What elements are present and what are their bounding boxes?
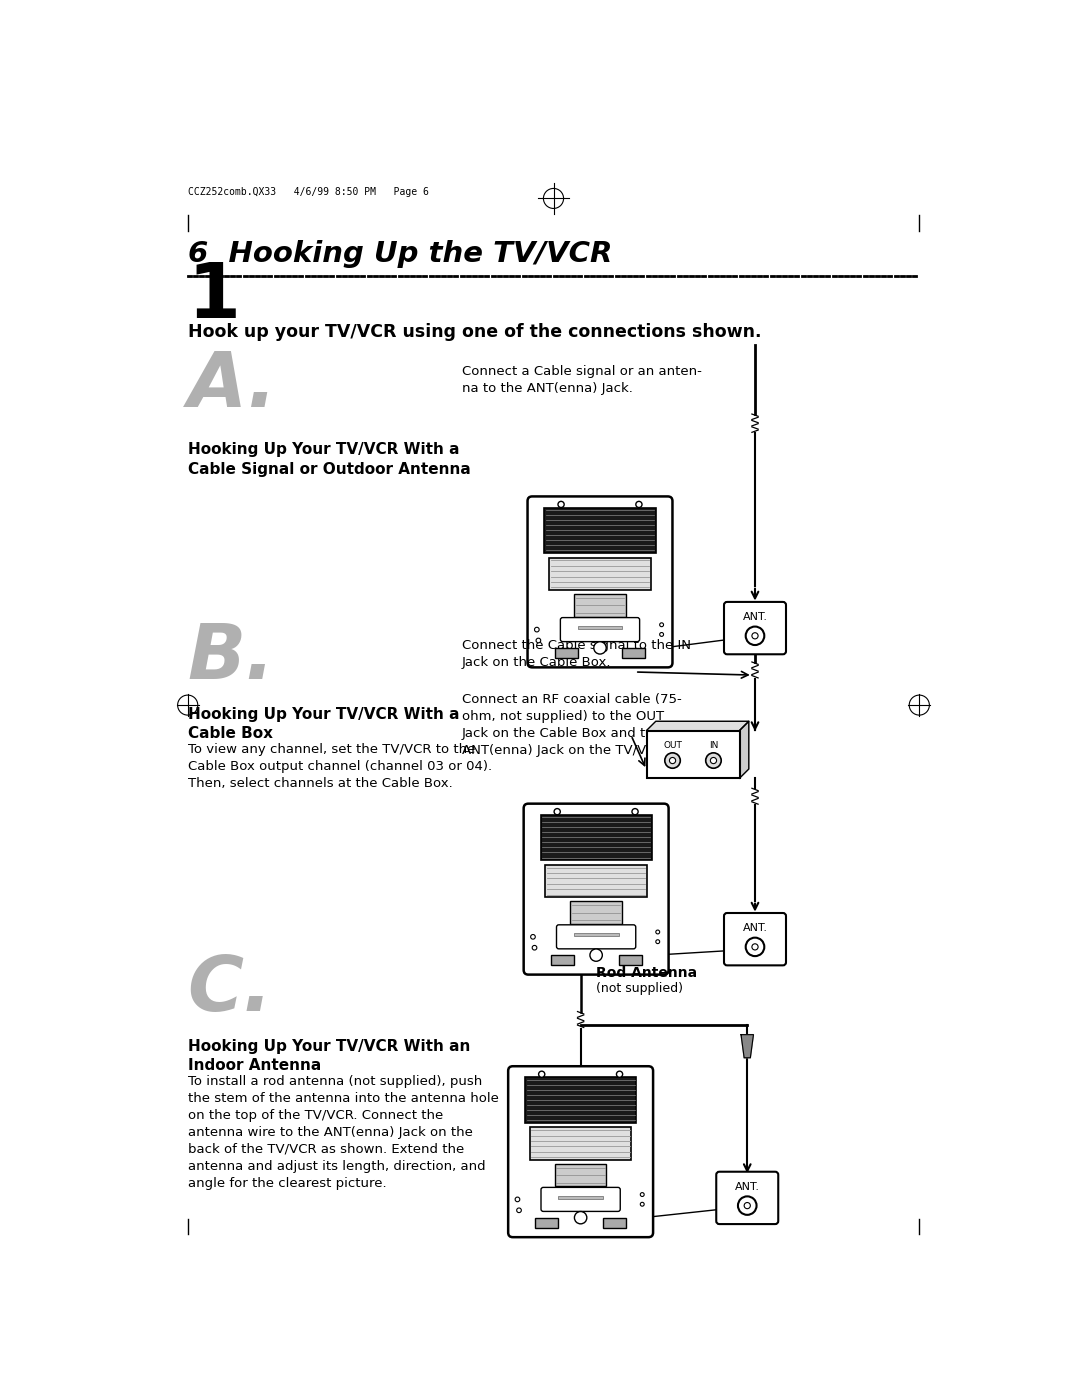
FancyBboxPatch shape <box>561 617 639 641</box>
Circle shape <box>660 623 663 627</box>
Polygon shape <box>741 1035 754 1058</box>
Text: A.: A. <box>188 348 278 422</box>
Bar <box>549 557 651 590</box>
Circle shape <box>516 1208 522 1213</box>
Text: Connect the Cable signal to the IN
Jack on the Cable Box.: Connect the Cable signal to the IN Jack … <box>462 638 691 669</box>
Bar <box>525 1077 636 1123</box>
Circle shape <box>515 1197 519 1201</box>
Text: Connect an RF coaxial cable (75-
ohm, not supplied) to the OUT
Jack on the Cable: Connect an RF coaxial cable (75- ohm, no… <box>462 693 681 757</box>
FancyBboxPatch shape <box>541 1187 620 1211</box>
Bar <box>536 1218 558 1228</box>
Bar <box>544 507 656 553</box>
FancyBboxPatch shape <box>724 602 786 654</box>
Circle shape <box>656 940 660 943</box>
Bar <box>570 901 622 923</box>
Circle shape <box>535 627 539 631</box>
Text: C.: C. <box>188 953 272 1027</box>
Text: Hook up your TV/VCR using one of the connections shown.: Hook up your TV/VCR using one of the con… <box>188 323 761 341</box>
FancyBboxPatch shape <box>527 496 673 668</box>
Text: To view any channel, set the TV/VCR to the
Cable Box output channel (channel 03 : To view any channel, set the TV/VCR to t… <box>188 743 491 789</box>
Circle shape <box>745 937 765 956</box>
FancyBboxPatch shape <box>556 925 636 949</box>
Text: IN: IN <box>708 740 718 750</box>
Bar <box>555 1164 606 1186</box>
Circle shape <box>738 1196 757 1215</box>
Bar <box>647 731 740 778</box>
Circle shape <box>656 930 660 935</box>
Text: ANT.: ANT. <box>734 1182 759 1192</box>
Text: Hooking Up Your TV/VCR With an
Indoor Antenna: Hooking Up Your TV/VCR With an Indoor An… <box>188 1038 470 1073</box>
Text: ANT.: ANT. <box>743 612 768 622</box>
Circle shape <box>590 949 603 961</box>
Polygon shape <box>647 721 748 731</box>
Text: Hooking Up Your TV/VCR With a
Cable Signal or Outdoor Antenna: Hooking Up Your TV/VCR With a Cable Sign… <box>188 441 471 476</box>
Circle shape <box>617 1071 623 1077</box>
Circle shape <box>575 1211 586 1224</box>
Bar <box>622 648 646 658</box>
Circle shape <box>705 753 721 768</box>
Bar <box>540 814 651 861</box>
Bar <box>558 1196 603 1199</box>
FancyBboxPatch shape <box>524 803 669 975</box>
Bar <box>554 648 578 658</box>
Circle shape <box>744 1203 751 1208</box>
FancyBboxPatch shape <box>509 1066 653 1238</box>
Text: (not supplied): (not supplied) <box>596 982 684 995</box>
Text: ANT.: ANT. <box>743 923 768 933</box>
Bar <box>530 1127 632 1160</box>
Bar <box>619 956 642 965</box>
FancyBboxPatch shape <box>724 914 786 965</box>
Circle shape <box>632 809 638 814</box>
Polygon shape <box>740 721 748 778</box>
Text: B.: B. <box>188 622 275 696</box>
Circle shape <box>554 809 561 814</box>
Text: Rod Antenna: Rod Antenna <box>596 967 698 981</box>
Bar <box>545 865 647 897</box>
Bar <box>551 956 573 965</box>
Circle shape <box>640 1203 644 1206</box>
Circle shape <box>670 757 676 764</box>
Text: CCZ252comb.QX33   4/6/99 8:50 PM   Page 6: CCZ252comb.QX33 4/6/99 8:50 PM Page 6 <box>188 187 429 197</box>
Text: 6  Hooking Up the TV/VCR: 6 Hooking Up the TV/VCR <box>188 240 612 268</box>
Circle shape <box>752 633 758 638</box>
Bar <box>578 626 622 629</box>
Circle shape <box>640 1193 644 1196</box>
Circle shape <box>745 627 765 645</box>
Circle shape <box>532 946 537 950</box>
Text: Hooking Up Your TV/VCR With a
Cable Box: Hooking Up Your TV/VCR With a Cable Box <box>188 707 459 742</box>
Circle shape <box>752 944 758 950</box>
Bar <box>573 933 619 936</box>
Circle shape <box>636 502 642 507</box>
Circle shape <box>539 1071 544 1077</box>
Circle shape <box>594 641 606 654</box>
FancyBboxPatch shape <box>716 1172 779 1224</box>
Bar <box>603 1218 626 1228</box>
Text: Connect a Cable signal or an anten-
na to the ANT(enna) Jack.: Connect a Cable signal or an anten- na t… <box>462 365 702 395</box>
Text: To install a rod antenna (not supplied), push
the stem of the antenna into the a: To install a rod antenna (not supplied),… <box>188 1074 499 1190</box>
Bar <box>575 594 625 616</box>
Circle shape <box>530 935 536 939</box>
Text: 1: 1 <box>188 260 241 334</box>
Text: OUT: OUT <box>663 740 681 750</box>
Circle shape <box>536 638 541 643</box>
Circle shape <box>665 753 680 768</box>
Circle shape <box>711 757 716 764</box>
Circle shape <box>558 502 564 507</box>
Circle shape <box>660 633 663 637</box>
